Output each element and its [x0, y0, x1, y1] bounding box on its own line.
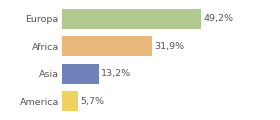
Bar — [62, 9, 202, 29]
Bar — [62, 91, 78, 111]
Text: 49,2%: 49,2% — [204, 14, 234, 23]
Bar — [62, 64, 99, 84]
Text: 13,2%: 13,2% — [101, 69, 132, 78]
Text: 31,9%: 31,9% — [155, 42, 185, 51]
Bar — [62, 36, 152, 56]
Text: 5,7%: 5,7% — [80, 97, 104, 106]
